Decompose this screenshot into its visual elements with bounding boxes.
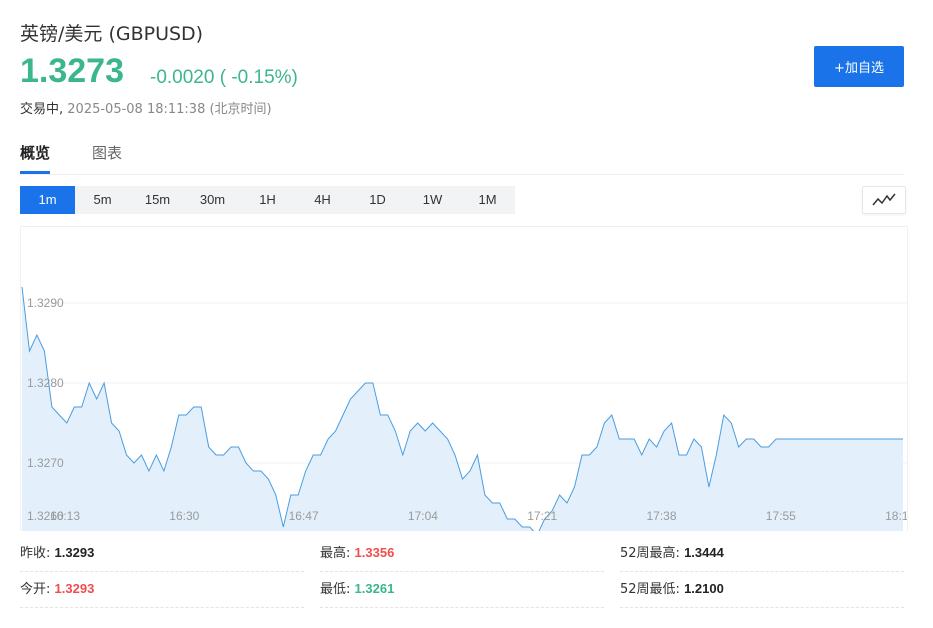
stat-value: 1.3293	[54, 545, 95, 560]
price-area	[22, 287, 903, 531]
y-tick-label: 1.3290	[27, 296, 64, 310]
x-tick-label: 17:21	[527, 509, 557, 523]
stat-value: 1.3293	[54, 581, 95, 596]
interval-1m[interactable]: 1m	[20, 186, 75, 214]
tab-bar: 概览 图表	[20, 140, 904, 175]
stat-52w-low: 52周最低: 1.2100	[620, 571, 904, 608]
stat-value: 1.3261	[354, 581, 395, 596]
stat-prev-close: 昨收: 1.3293	[20, 535, 304, 572]
stat-value: 1.3444	[684, 545, 724, 560]
page-title: 英镑/美元 (GBPUSD)	[20, 23, 204, 45]
price-chart: 1.3290 1.3280 1.3270 1.3260 16:13 16:30 16:47 1…	[20, 226, 908, 531]
interval-15m[interactable]: 15m	[144, 192, 171, 207]
x-tick-label: 16:30	[169, 509, 199, 523]
status-label: 交易中,	[20, 102, 64, 117]
stat-label: 今开:	[20, 582, 51, 597]
tab-chart[interactable]: 图表	[92, 144, 123, 162]
current-price: 1.3273	[20, 52, 124, 90]
interval-1h[interactable]: 1H	[259, 192, 276, 207]
x-tick-label: 17:04	[408, 509, 438, 523]
interval-30m[interactable]: 30m	[199, 192, 226, 207]
stat-label: 最高:	[320, 546, 351, 561]
stat-label: 52周最低:	[620, 582, 680, 597]
x-tick-label: 16:13	[50, 509, 80, 523]
line-chart-icon	[872, 193, 896, 206]
x-tick-label: 16:47	[289, 509, 319, 523]
x-tick-label: 18:1	[885, 509, 907, 523]
interval-4h[interactable]: 4H	[314, 192, 331, 207]
tab-overview[interactable]: 概览	[20, 144, 51, 174]
stats-panel: 昨收: 1.3293 最高: 1.3356 52周最高: 1.3444 今开: …	[20, 535, 904, 615]
interval-1d[interactable]: 1D	[369, 192, 386, 207]
stat-label: 最低:	[320, 582, 351, 597]
y-tick-label: 1.3270	[27, 456, 64, 470]
trading-status: 交易中, 2025-05-08 18:11:38 (北京时间)	[20, 98, 272, 117]
y-tick-label: 1.3280	[27, 376, 64, 390]
chart-type-button[interactable]	[862, 186, 906, 214]
price-line	[21, 286, 903, 531]
stat-low: 最低: 1.3261	[320, 571, 604, 608]
stat-value: 1.3356	[354, 545, 395, 560]
stat-52w-high: 52周最高: 1.3444	[620, 535, 904, 572]
x-tick-label: 17:38	[647, 509, 677, 523]
stat-value: 1.2100	[684, 581, 724, 596]
interval-1w[interactable]: 1W	[422, 192, 443, 207]
timestamp: 2025-05-08 18:11:38 (北京时间)	[67, 102, 272, 117]
stat-high: 最高: 1.3356	[320, 535, 604, 572]
stat-open: 今开: 1.3293	[20, 571, 304, 608]
x-tick-label: 17:55	[766, 509, 796, 523]
stat-label: 52周最高:	[620, 546, 680, 561]
stat-label: 昨收:	[20, 546, 51, 561]
price-change: -0.0020 ( -0.15%)	[150, 67, 298, 88]
interval-5m[interactable]: 5m	[93, 192, 112, 207]
interval-1mo[interactable]: 1M	[478, 192, 497, 207]
add-to-watchlist-button[interactable]: +加自选	[814, 46, 904, 87]
interval-selector: 1m 5m 15m 30m 1H 4H 1D 1W 1M	[20, 186, 515, 214]
y-tick-label: 1.3260	[27, 509, 64, 523]
